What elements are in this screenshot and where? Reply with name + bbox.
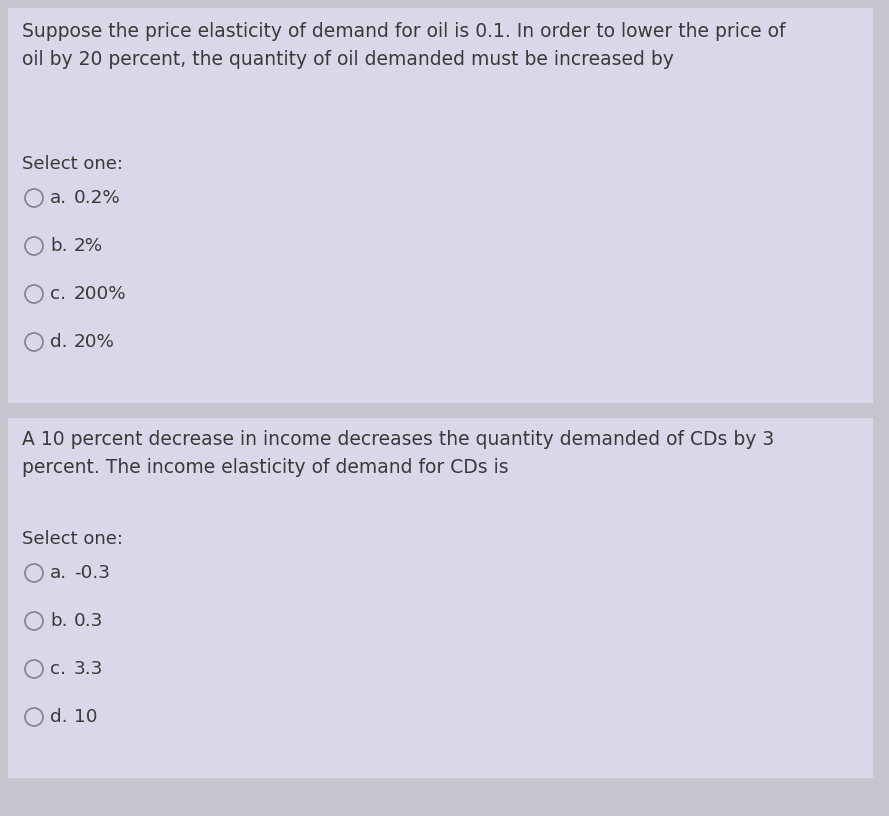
Text: c.: c. — [50, 660, 66, 678]
Text: Select one:: Select one: — [22, 155, 123, 173]
Text: A 10 percent decrease in income decreases the quantity demanded of CDs by 3
perc: A 10 percent decrease in income decrease… — [22, 430, 774, 477]
Text: d.: d. — [50, 708, 68, 726]
Text: 200%: 200% — [74, 285, 126, 303]
FancyBboxPatch shape — [8, 8, 873, 403]
Text: c.: c. — [50, 285, 66, 303]
FancyBboxPatch shape — [8, 418, 873, 778]
Text: a.: a. — [50, 564, 68, 582]
Text: b.: b. — [50, 237, 68, 255]
Text: b.: b. — [50, 612, 68, 630]
Text: -0.3: -0.3 — [74, 564, 110, 582]
Text: a.: a. — [50, 189, 68, 207]
Text: 20%: 20% — [74, 333, 115, 351]
Text: 3.3: 3.3 — [74, 660, 103, 678]
Text: d.: d. — [50, 333, 68, 351]
Text: 0.2%: 0.2% — [74, 189, 121, 207]
Text: Select one:: Select one: — [22, 530, 123, 548]
Text: 10: 10 — [74, 708, 98, 726]
Text: 2%: 2% — [74, 237, 103, 255]
Text: 0.3: 0.3 — [74, 612, 103, 630]
Text: Suppose the price elasticity of demand for oil is 0.1. In order to lower the pri: Suppose the price elasticity of demand f… — [22, 22, 786, 69]
